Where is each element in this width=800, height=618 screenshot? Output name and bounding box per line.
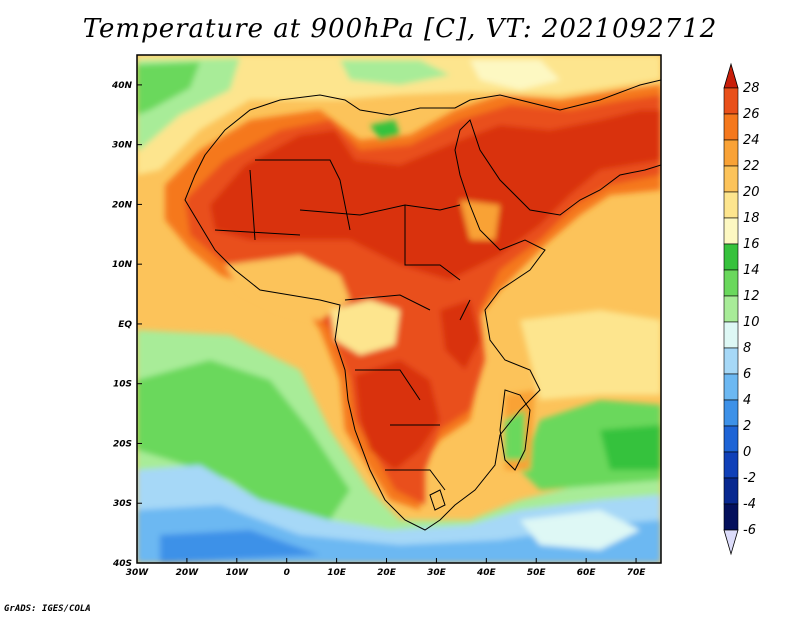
lat-tick-label: EQ bbox=[118, 320, 132, 330]
lon-tick-label: 20E bbox=[377, 568, 397, 578]
colorbar-label: 10 bbox=[743, 315, 760, 330]
colorbar-segment bbox=[723, 477, 739, 505]
lon-tick-label: 60E bbox=[577, 568, 597, 578]
colorbar-label: 24 bbox=[743, 133, 760, 148]
colorbar-segment bbox=[723, 87, 739, 115]
colorbar-label: 26 bbox=[743, 107, 760, 122]
lon-tick-label: 50E bbox=[527, 568, 547, 578]
colorbar-segment bbox=[723, 165, 739, 193]
colorbar-top-arrow bbox=[723, 62, 739, 89]
colorbar-label: -6 bbox=[743, 523, 756, 538]
colorbar-label: 6 bbox=[743, 367, 751, 382]
colorbar-segment bbox=[723, 399, 739, 427]
lat-tick-label: 30N bbox=[112, 141, 133, 151]
lat-tick-label: 40S bbox=[112, 559, 132, 569]
colorbar-label: -4 bbox=[743, 497, 756, 512]
colorbar-segment bbox=[723, 373, 739, 401]
colorbar-label: 22 bbox=[743, 159, 760, 174]
coastlines bbox=[184, 79, 661, 531]
colorbar-segment bbox=[723, 191, 739, 219]
colorbar-segment bbox=[723, 113, 739, 141]
colorbar-segment bbox=[723, 347, 739, 375]
colorbar-label: 12 bbox=[743, 289, 760, 304]
lat-tick-label: 40N bbox=[111, 81, 133, 91]
colorbar-segment bbox=[723, 451, 739, 479]
lon-tick-label: 20W bbox=[176, 568, 200, 578]
colorbar-segment bbox=[723, 321, 739, 349]
lon-tick-label: 40E bbox=[476, 568, 497, 578]
lat-tick-label: 20N bbox=[112, 200, 133, 210]
colorbar-label: 28 bbox=[743, 81, 760, 96]
colorbar-segment bbox=[723, 425, 739, 453]
colorbar-segment bbox=[723, 243, 739, 271]
colorbar-label: 16 bbox=[743, 237, 760, 252]
colorbar-label: 2 bbox=[743, 419, 751, 434]
lon-tick-label: 10W bbox=[226, 568, 250, 578]
colorbar-segment bbox=[723, 217, 739, 245]
lat-tick-label: 10S bbox=[113, 380, 132, 390]
colorbar-label: -2 bbox=[743, 471, 756, 486]
lat-tick-label: 10N bbox=[112, 260, 133, 270]
colorbar-segment bbox=[723, 139, 739, 167]
lon-tick-label: 30E bbox=[427, 568, 447, 578]
colorbar-label: 18 bbox=[743, 211, 760, 226]
colorbar-segment bbox=[723, 503, 739, 531]
lon-tick-label: 30W bbox=[126, 568, 150, 578]
colorbar-label: 0 bbox=[743, 445, 751, 460]
lat-tick-label: 20S bbox=[113, 439, 132, 449]
lat-tick-label: 30S bbox=[113, 499, 132, 509]
lon-tick-label: 70E bbox=[627, 568, 647, 578]
map-title: Temperature at 900hPa [C], VT: 202109271… bbox=[82, 14, 718, 44]
colorbar-bottom-arrow bbox=[723, 529, 739, 556]
temperature-field bbox=[137, 55, 661, 563]
lon-tick-label: 0 bbox=[284, 568, 290, 578]
colorbar-segment bbox=[723, 269, 739, 297]
colorbar-label: 14 bbox=[743, 263, 760, 278]
colorbar-label: 4 bbox=[743, 393, 751, 408]
colorbar-segment bbox=[723, 295, 739, 323]
colorbar-label: 8 bbox=[743, 341, 751, 356]
lon-tick-label: 10E bbox=[327, 568, 347, 578]
grads-credit: GrADS: IGES/COLA bbox=[4, 604, 91, 614]
colorbar-label: 20 bbox=[743, 185, 760, 200]
map-frame bbox=[136, 54, 662, 564]
